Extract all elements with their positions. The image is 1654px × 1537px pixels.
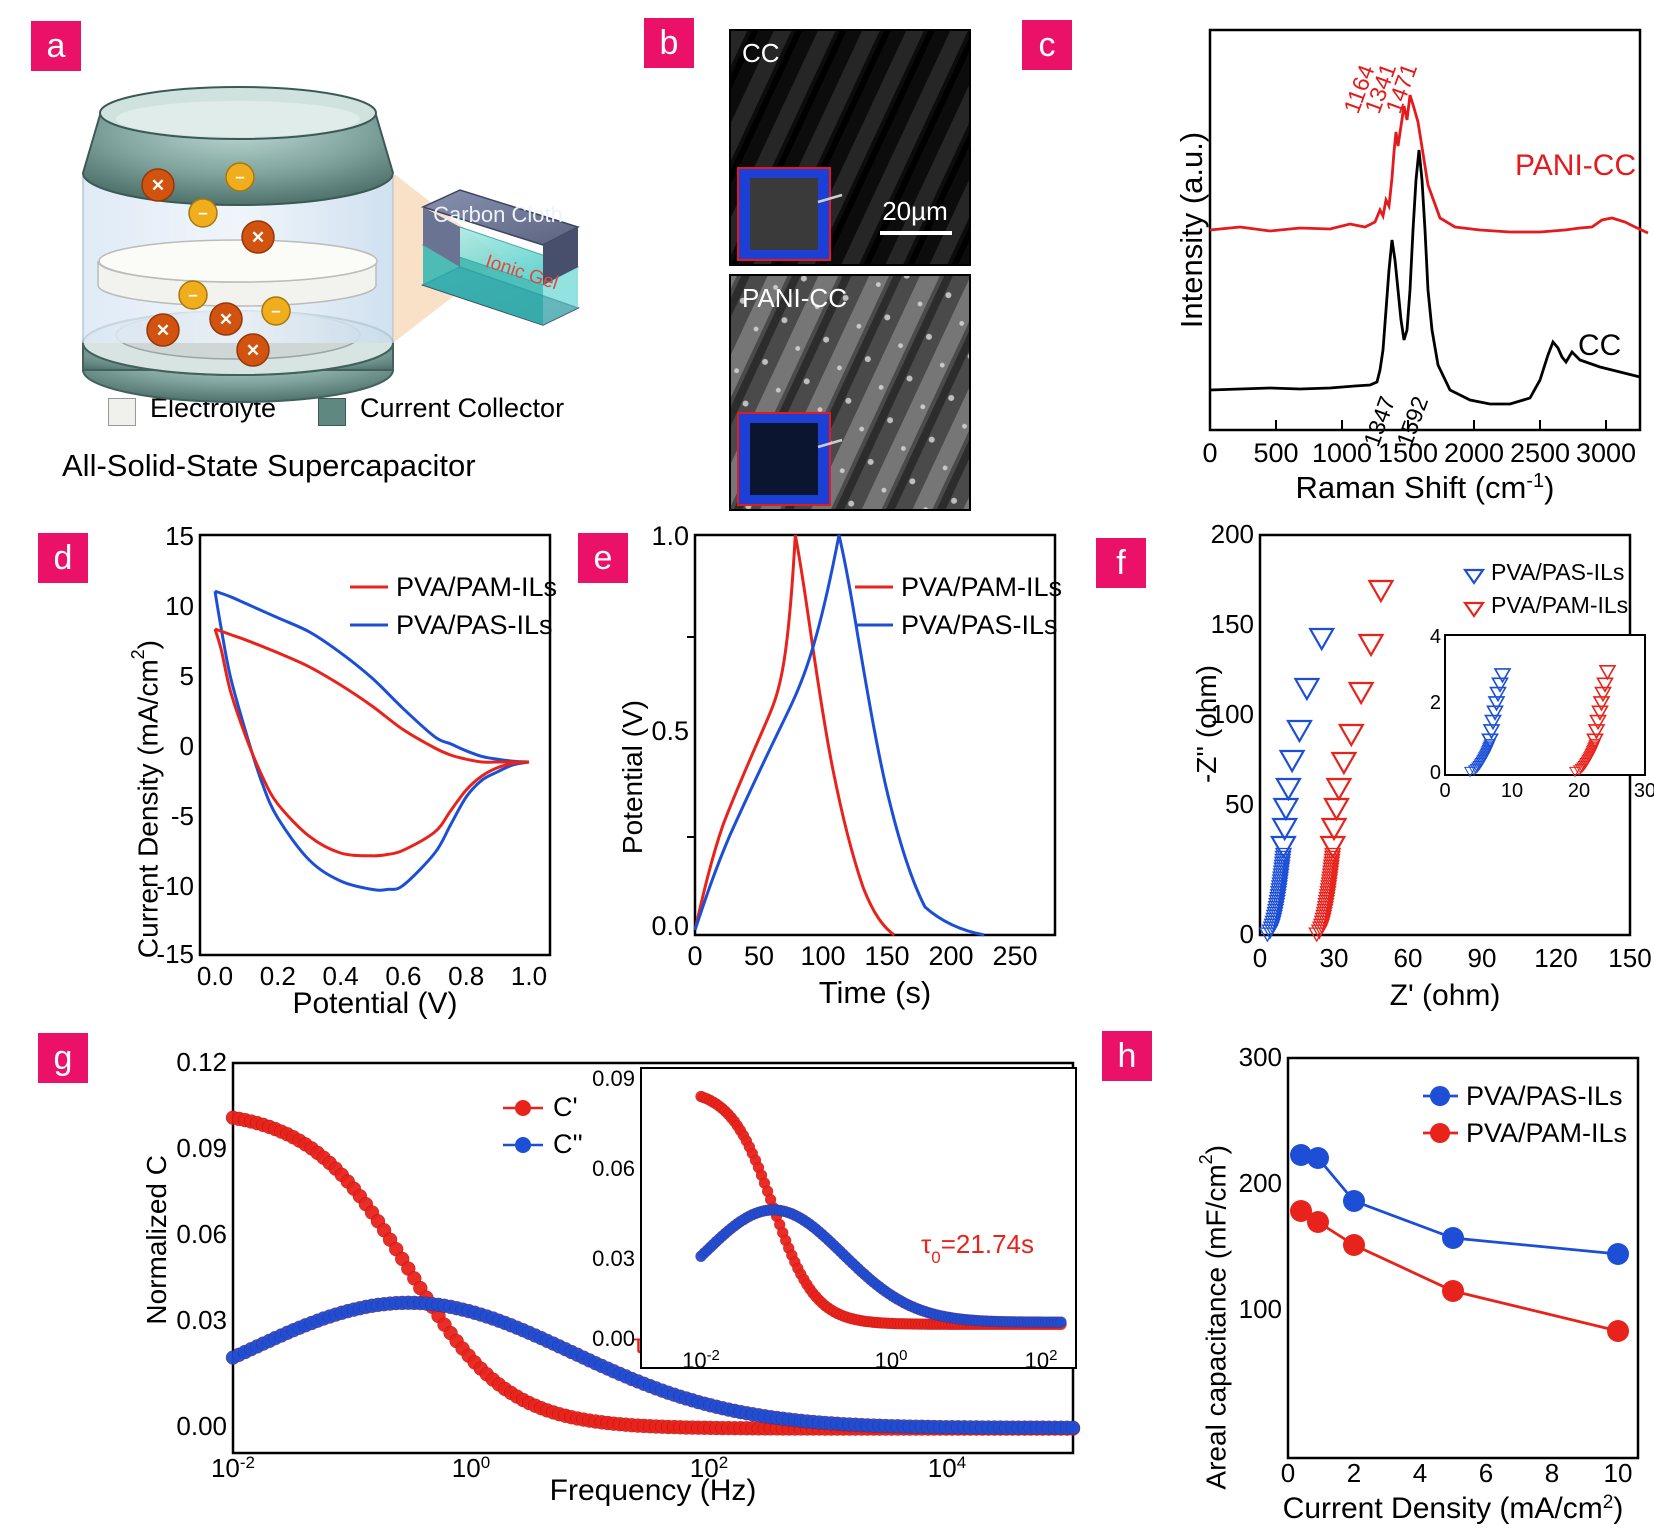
svg-text:0: 0 xyxy=(180,731,194,761)
svg-text:-5: -5 xyxy=(171,801,194,831)
svg-text:PVA/PAS-ILs: PVA/PAS-ILs xyxy=(1491,559,1624,585)
svg-text:50: 50 xyxy=(744,941,774,971)
svg-text:PVA/PAM-ILs: PVA/PAM-ILs xyxy=(396,572,557,602)
svg-text:2000: 2000 xyxy=(1444,438,1504,468)
svg-text:150: 150 xyxy=(1211,609,1254,639)
svg-text:Current Density (mA/cm2): Current Density (mA/cm2) xyxy=(1283,1492,1624,1526)
svg-text:–: – xyxy=(188,285,197,304)
svg-text:10: 10 xyxy=(165,591,194,621)
svg-text:30: 30 xyxy=(1320,943,1349,973)
svg-text:1.0: 1.0 xyxy=(651,521,689,551)
svg-text:3000: 3000 xyxy=(1576,438,1636,468)
svg-text:5: 5 xyxy=(180,661,194,691)
svg-text:10: 10 xyxy=(1604,1458,1633,1488)
svg-text:0.0: 0.0 xyxy=(651,911,689,941)
svg-text:Potential (V): Potential (V) xyxy=(292,987,457,1020)
svg-text:0: 0 xyxy=(687,941,702,971)
svg-text:0.06: 0.06 xyxy=(592,1156,635,1181)
svg-text:15: 15 xyxy=(165,521,194,551)
svg-text:PVA/PAS-ILs: PVA/PAS-ILs xyxy=(901,610,1058,640)
svg-text:CC: CC xyxy=(1578,329,1621,362)
svg-text:250: 250 xyxy=(992,941,1037,971)
svg-text:50: 50 xyxy=(1225,789,1254,819)
svg-text:300: 300 xyxy=(1239,1042,1282,1072)
svg-text:Z' (ohm): Z' (ohm) xyxy=(1390,979,1501,1012)
svg-text:PVA/PAS-ILs: PVA/PAS-ILs xyxy=(396,610,553,640)
svg-text:1.0: 1.0 xyxy=(511,961,547,991)
svg-text:100: 100 xyxy=(452,1453,490,1484)
svg-text:Raman Shift (cm-1): Raman Shift (cm-1) xyxy=(1296,470,1555,505)
svg-text:4: 4 xyxy=(1413,1458,1427,1488)
svg-text:20µm: 20µm xyxy=(882,196,948,226)
svg-text:0.09: 0.09 xyxy=(592,1066,635,1091)
svg-text:0.12: 0.12 xyxy=(176,1047,227,1077)
svg-text:CC: CC xyxy=(742,38,780,68)
svg-text:PVA/PAM-ILs: PVA/PAM-ILs xyxy=(1466,1118,1627,1148)
svg-text:20: 20 xyxy=(1568,780,1590,802)
svg-text:30: 30 xyxy=(1634,780,1654,802)
svg-text:0.06: 0.06 xyxy=(176,1219,227,1249)
svg-text:0: 0 xyxy=(1439,780,1450,802)
svg-text:100: 100 xyxy=(875,1347,908,1374)
svg-text:Intensity (a.u.): Intensity (a.u.) xyxy=(1174,132,1209,328)
svg-text:150: 150 xyxy=(864,941,909,971)
svg-text:C'': C'' xyxy=(553,1129,583,1159)
svg-text:0: 0 xyxy=(1253,943,1267,973)
svg-text:0: 0 xyxy=(1281,1458,1295,1488)
svg-text:0.03: 0.03 xyxy=(176,1305,227,1335)
svg-text:0.2: 0.2 xyxy=(260,961,296,991)
svg-text:✕: ✕ xyxy=(151,176,165,195)
svg-text:✕: ✕ xyxy=(251,228,265,247)
svg-text:PVA/PAM-ILs: PVA/PAM-ILs xyxy=(901,572,1062,602)
svg-text:150: 150 xyxy=(1608,943,1651,973)
svg-text:–: – xyxy=(198,203,207,222)
svg-text:500: 500 xyxy=(1253,438,1298,468)
svg-text:6: 6 xyxy=(1479,1458,1493,1488)
svg-text:200: 200 xyxy=(1239,1168,1282,1198)
svg-text:0.09: 0.09 xyxy=(176,1133,227,1163)
svg-text:100: 100 xyxy=(1239,1294,1282,1324)
svg-text:200: 200 xyxy=(1211,519,1254,549)
svg-text:90: 90 xyxy=(1468,943,1497,973)
svg-text:0.5: 0.5 xyxy=(651,716,689,746)
svg-text:10-2: 10-2 xyxy=(211,1453,255,1484)
svg-text:104: 104 xyxy=(928,1453,966,1484)
svg-text:102: 102 xyxy=(1025,1347,1058,1374)
svg-text:100: 100 xyxy=(800,941,845,971)
svg-text:PVA/PAM-ILs: PVA/PAM-ILs xyxy=(1491,592,1628,618)
svg-text:Frequency (Hz): Frequency (Hz) xyxy=(550,1474,757,1507)
svg-text:C': C' xyxy=(553,1092,578,1122)
svg-text:0.00: 0.00 xyxy=(176,1411,227,1441)
svg-text:4: 4 xyxy=(1430,626,1441,648)
svg-text:–: – xyxy=(235,167,244,186)
svg-text:✕: ✕ xyxy=(219,310,233,329)
svg-text:8: 8 xyxy=(1545,1458,1559,1488)
svg-text:PANI-CC: PANI-CC xyxy=(1515,149,1636,182)
svg-text:✕: ✕ xyxy=(156,321,170,340)
svg-text:60: 60 xyxy=(1394,943,1423,973)
svg-text:0: 0 xyxy=(1202,438,1217,468)
svg-text:Carbon Cloth: Carbon Cloth xyxy=(433,202,563,227)
svg-text:PANI-CC: PANI-CC xyxy=(742,283,847,313)
svg-text:2500: 2500 xyxy=(1510,438,1570,468)
svg-text:Time (s): Time (s) xyxy=(819,975,932,1010)
svg-text:–: – xyxy=(271,301,280,320)
svg-text:120: 120 xyxy=(1534,943,1577,973)
svg-text:10: 10 xyxy=(1501,780,1523,802)
svg-text:✕: ✕ xyxy=(246,341,260,360)
svg-text:0.03: 0.03 xyxy=(592,1246,635,1271)
svg-text:200: 200 xyxy=(928,941,973,971)
svg-text:0.0: 0.0 xyxy=(197,961,233,991)
svg-text:PVA/PAS-ILs: PVA/PAS-ILs xyxy=(1466,1081,1623,1111)
svg-text:10-2: 10-2 xyxy=(682,1347,720,1374)
svg-text:2: 2 xyxy=(1347,1458,1361,1488)
svg-text:2: 2 xyxy=(1430,692,1441,714)
svg-text:0.00: 0.00 xyxy=(592,1326,635,1351)
